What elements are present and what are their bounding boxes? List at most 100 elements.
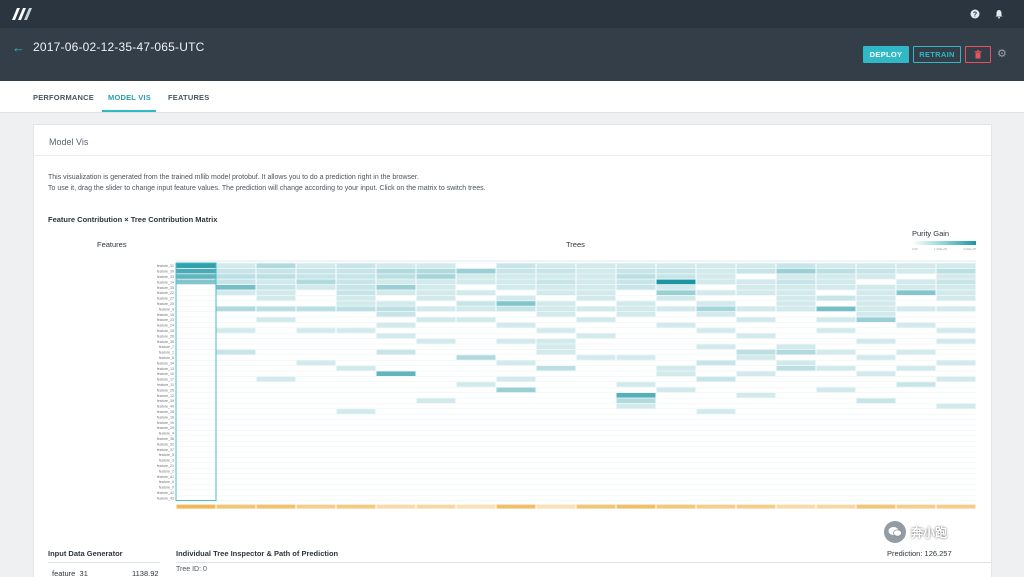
matrix-cell xyxy=(256,274,296,279)
input-feature-value: 1138.92 xyxy=(132,569,159,577)
matrix-cell xyxy=(416,317,456,322)
contribution-matrix[interactable]: feature_31 feature_30feature_33feature_14… xyxy=(144,251,979,527)
prediction-cell xyxy=(376,504,416,509)
matrix-cell xyxy=(656,366,696,371)
bell-icon[interactable] xyxy=(992,7,1006,21)
tab-features[interactable]: FEATURES xyxy=(168,93,210,102)
matrix-cell xyxy=(616,274,656,279)
matrix-cell xyxy=(456,290,496,295)
matrix-cell xyxy=(936,290,976,295)
matrix-cell xyxy=(456,355,496,360)
prediction-cell xyxy=(856,504,896,509)
matrix-cell xyxy=(936,295,976,301)
matrix-cell xyxy=(376,371,416,376)
matrix-cell xyxy=(336,328,376,333)
top-navigation-bar: ? xyxy=(0,0,1024,28)
feature-label: feature_16 xyxy=(157,415,174,419)
matrix-cell xyxy=(936,263,976,268)
tree-divider xyxy=(176,562,991,563)
matrix-cell xyxy=(616,403,656,409)
feature-label: feature_28 xyxy=(157,410,174,414)
feature-label: feature_2 xyxy=(159,469,174,473)
matrix-cell xyxy=(376,263,416,268)
matrix-cell xyxy=(616,285,656,290)
matrix-cell xyxy=(296,285,336,290)
matrix-cell xyxy=(496,387,536,393)
feature-label: feature_19 xyxy=(157,421,174,425)
tab-performance[interactable]: PERFORMANCE xyxy=(33,93,94,102)
matrix-cell xyxy=(496,285,536,290)
matrix-cell xyxy=(656,306,696,312)
matrix-cell xyxy=(896,279,936,285)
matrix-cell xyxy=(416,290,456,295)
feature-label: feature_37 xyxy=(157,448,174,452)
feature-label: feature_11 xyxy=(157,383,174,387)
matrix-cell xyxy=(856,268,896,274)
matrix-cell xyxy=(376,312,416,317)
matrix-cell xyxy=(936,279,976,285)
matrix-cell xyxy=(216,279,256,285)
matrix-cell xyxy=(736,285,776,290)
matrix-cell xyxy=(936,360,976,366)
prediction-cell xyxy=(456,504,496,509)
matrix-cell xyxy=(256,285,296,290)
matrix-cell xyxy=(776,290,816,295)
matrix-cell xyxy=(816,274,856,279)
back-arrow-icon[interactable]: ← xyxy=(12,40,25,55)
gear-icon[interactable]: ⚙ xyxy=(997,48,1007,60)
delete-button[interactable] xyxy=(965,46,991,63)
matrix-cell xyxy=(336,366,376,371)
watermark: 奔小跑 xyxy=(884,521,992,543)
matrix-cell xyxy=(736,279,776,285)
feature-label: feature_21 xyxy=(157,464,174,468)
feature-label: feature_24 xyxy=(157,324,174,328)
matrix-cell xyxy=(856,301,896,306)
feature-label: feature_15 xyxy=(157,313,174,317)
deploy-button[interactable]: DEPLOY xyxy=(863,46,909,63)
purity-gain-label: Purity Gain xyxy=(912,229,950,238)
matrix-cell xyxy=(936,403,976,409)
matrix-cell xyxy=(256,295,296,301)
prediction-cell xyxy=(176,504,216,509)
matrix-cell xyxy=(896,290,936,295)
matrix-cell xyxy=(496,274,536,279)
prediction-cell xyxy=(696,504,736,509)
matrix-cell xyxy=(616,268,656,274)
matrix-cell xyxy=(376,268,416,274)
panel-divider xyxy=(34,155,991,156)
feature-label: feature_39 xyxy=(157,399,174,403)
matrix-cell xyxy=(576,274,616,279)
matrix-cell xyxy=(336,295,376,301)
matrix-cell xyxy=(496,279,536,285)
matrix-cell xyxy=(696,279,736,285)
matrix-cell xyxy=(816,317,856,322)
matrix-cell xyxy=(856,290,896,295)
tab-model-vis[interactable]: MODEL VIS xyxy=(108,93,151,102)
matrix-cell xyxy=(656,371,696,376)
matrix-cell xyxy=(256,317,296,322)
description-line-2: To use it, drag the slider to change inp… xyxy=(48,185,486,192)
matrix-cell xyxy=(336,306,376,312)
feature-label: feature_4 xyxy=(159,432,174,436)
model-header: ← 2017-06-02-12-35-47-065-UTC DEPLOY RET… xyxy=(0,28,1024,81)
purity-gain-legend xyxy=(912,241,976,245)
matrix-cell xyxy=(416,285,456,290)
matrix-cell xyxy=(776,349,816,355)
feature-label: feature_20 xyxy=(157,302,174,306)
matrix-cell xyxy=(496,322,536,328)
matrix-cell xyxy=(256,263,296,268)
matrix-cell xyxy=(496,360,536,366)
matrix-cell xyxy=(216,328,256,333)
matrix-cell xyxy=(776,366,816,371)
help-circle-icon[interactable]: ? xyxy=(968,7,982,21)
matrix-cell xyxy=(656,279,696,285)
matrix-cell xyxy=(256,279,296,285)
run-title: 2017-06-02-12-35-47-065-UTC xyxy=(33,40,205,54)
feature-label: feature_32 xyxy=(157,442,174,446)
matrix-cell xyxy=(696,268,736,274)
matrix-cell xyxy=(896,285,936,290)
matrix-cell xyxy=(776,301,816,306)
purity-tick-1: 1.00E+05 xyxy=(933,247,947,251)
retrain-button[interactable]: RETRAIN xyxy=(913,46,961,63)
logo-icon[interactable] xyxy=(12,6,34,22)
